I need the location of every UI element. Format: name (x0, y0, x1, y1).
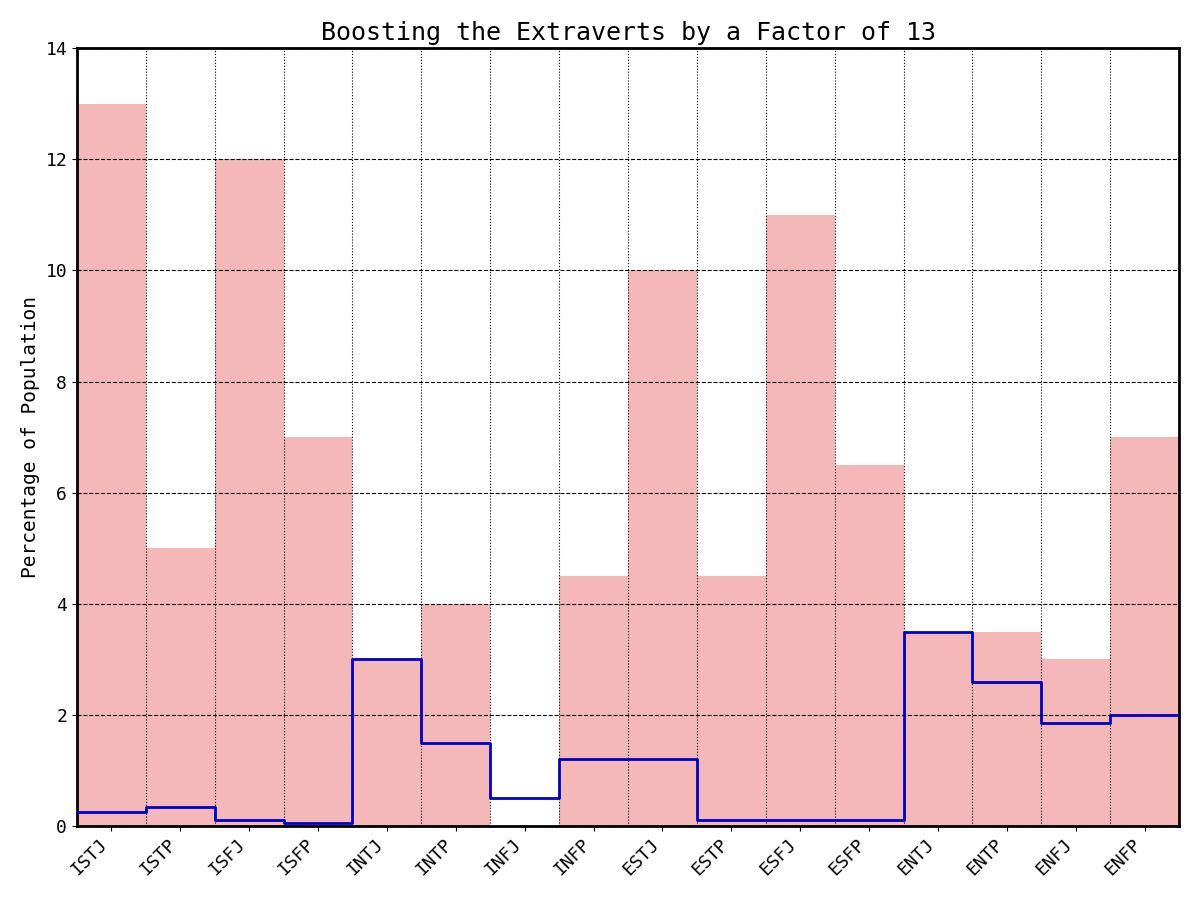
Title: Boosting the Extraverts by a Factor of 13: Boosting the Extraverts by a Factor of 1… (320, 21, 936, 45)
Y-axis label: Percentage of Population: Percentage of Population (20, 296, 40, 578)
